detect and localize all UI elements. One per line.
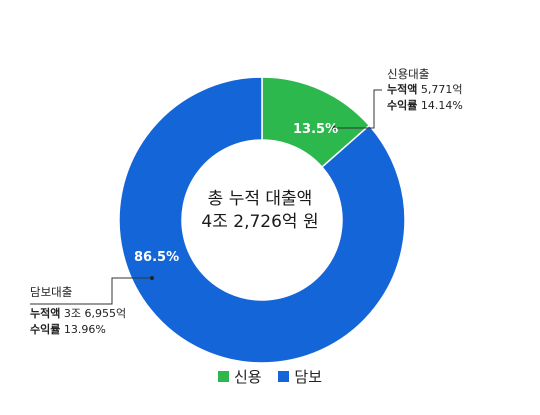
annotation-collateral-total-key: 누적액 — [30, 307, 61, 320]
annotation-credit: 신용대출 누적액 5,771억 수익률 14.14% — [387, 66, 463, 114]
leader-line-credit — [334, 89, 382, 129]
leader-line-credit-dot — [332, 126, 336, 130]
annotation-collateral-total-value: 3조 6,955억 — [63, 307, 127, 320]
leader-line-collateral-dot — [150, 276, 154, 280]
annotation-credit-row-yield: 수익률 14.14% — [387, 98, 463, 114]
annotation-collateral-row-total: 누적액 3조 6,955억 — [30, 306, 126, 322]
annotation-credit-total-key: 누적액 — [387, 83, 418, 96]
legend-label-collateral: 담보 — [294, 368, 322, 386]
center-label-line-1: 총 누적 대출액 — [207, 189, 313, 209]
slice-collateral — [118, 76, 406, 364]
annotation-credit-row-total: 누적액 5,771억 — [387, 82, 463, 98]
annotation-collateral: 담보대출 누적액 3조 6,955억 수익률 13.96% — [30, 284, 126, 338]
annotation-credit-yield-value: 14.14% — [420, 99, 463, 112]
slice-label-credit: 13.5% — [293, 122, 339, 137]
slice-label-collateral: 86.5% — [134, 250, 180, 265]
annotation-collateral-yield-key: 수익률 — [30, 323, 61, 336]
leader-line-collateral — [30, 277, 152, 305]
annotation-collateral-yield-value: 13.96% — [63, 323, 106, 336]
annotation-credit-yield-key: 수익률 — [387, 99, 418, 112]
annotation-collateral-title: 담보대출 — [30, 285, 73, 299]
legend-item-collateral: 담보 — [278, 366, 322, 387]
legend-swatch-collateral — [278, 371, 290, 382]
legend-label-credit: 신용 — [234, 368, 262, 386]
annotation-collateral-row-yield: 수익률 13.96% — [30, 322, 126, 338]
legend-item-credit: 신용 — [218, 366, 262, 387]
center-label-line-2: 4조 2,726억 원 — [201, 212, 319, 232]
legend-swatch-credit — [218, 371, 229, 382]
annotation-credit-total-value: 5,771억 — [420, 83, 463, 96]
annotation-credit-title: 신용대출 — [387, 67, 430, 81]
chart-legend: 신용 담보 — [0, 366, 540, 387]
